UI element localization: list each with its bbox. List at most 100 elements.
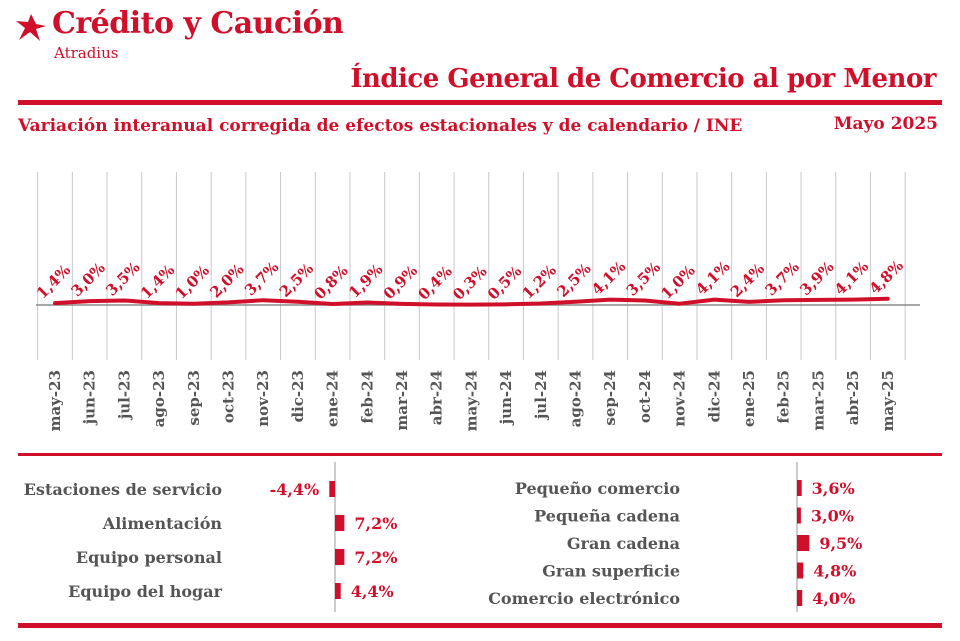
data-label: 3,0% [68,259,109,300]
data-point [851,298,855,302]
data-point [747,300,751,304]
data-point [816,298,820,302]
bar-value-label: 7,2% [354,548,397,567]
data-label: 0,8% [310,262,351,303]
x-tick-label: abr-25 [844,370,862,425]
x-tick-label: ene-25 [740,370,758,427]
data-label: 0,5% [484,262,525,303]
data-point [331,302,335,306]
data-point [504,302,508,306]
chart-subtitle: Variación interanual corregida de efecto… [18,116,743,136]
bar-value-label: 9,5% [819,534,862,553]
x-tick-label: jul-23 [115,370,133,421]
data-label: 3,5% [102,258,143,299]
data-label: 0,3% [449,262,490,303]
data-label: 2,5% [553,260,594,301]
data-label: 4,1% [588,258,629,299]
data-point [227,300,230,304]
x-tick-label: dic-23 [289,370,307,422]
x-tick-label: feb-25 [775,370,793,424]
data-label: 1,4% [137,261,178,302]
bar-value-label: 7,2% [354,514,397,533]
data-label: 3,5% [623,258,664,299]
x-tick-label: mar-24 [393,370,411,431]
data-label: 2,5% [276,260,317,301]
x-tick-label: ago-23 [150,370,168,427]
top-divider [18,100,942,105]
x-tick-label: oct-23 [220,370,238,423]
bar [335,515,345,531]
x-tick-label: abr-24 [428,370,446,425]
data-point [157,301,161,305]
data-label: 0,9% [380,262,421,303]
period-label: Mayo 2025 [833,114,938,134]
data-label: 4,1% [831,258,872,299]
data-point [539,301,543,305]
bar-category-label: Comercio electrónico [488,589,680,608]
bar [797,535,810,551]
data-point [608,298,612,302]
data-point [886,297,890,301]
data-label: 1,9% [345,260,386,301]
brand-name: Crédito y Caución [52,6,344,41]
page-title: Índice General de Comercio al por Menor [350,64,936,94]
data-label: 0,4% [415,262,456,303]
bar-category-label: Gran cadena [567,534,680,553]
bar [329,481,335,497]
data-point [469,303,473,307]
line-chart: 1,4%3,0%3,5%1,4%1,0%2,0%3,7%2,5%0,8%1,9%… [33,172,920,431]
x-tick-label: jul-24 [532,370,550,421]
data-label: 1,0% [657,262,698,303]
x-tick-label: jun-24 [497,370,515,426]
bar [335,549,345,565]
bar-category-label: Estaciones de servicio [24,480,223,499]
data-point [435,302,439,306]
data-point [53,301,57,305]
bottom-divider [18,623,942,628]
x-tick-label: sep-23 [185,370,203,426]
bar-category-label: Pequeño comercio [515,479,680,498]
bar-charts: Estaciones de servicio -4,4% Alimentación 7… [24,462,862,612]
x-tick-label: nov-24 [671,370,689,427]
data-point [643,298,647,302]
x-tick-label: ago-24 [567,370,585,427]
bar-value-label: -4,4% [270,480,320,499]
data-label: 3,9% [796,258,837,299]
data-point [782,298,786,302]
x-tick-label: dic-24 [705,370,723,422]
data-point [261,298,265,302]
bar-value-label: 4,8% [813,562,856,581]
middle-divider [18,453,942,456]
x-tick-label: ene-24 [324,370,342,427]
data-point [712,298,716,302]
data-point [88,299,92,303]
data-label: 4,8% [866,257,907,298]
bar [797,590,803,606]
bar [797,480,802,496]
data-label: 3,7% [762,258,803,299]
x-tick-label: may-23 [46,370,64,431]
x-tick-label: may-24 [462,370,480,431]
x-tick-label: jun-23 [81,370,99,426]
bar-value-label: 3,6% [812,479,855,498]
data-label: 4,1% [692,258,733,299]
x-tick-label: feb-24 [358,370,376,424]
data-label: 2,0% [206,260,247,301]
data-point [574,300,577,304]
bar-category-label: Alimentación [102,514,223,533]
bar [797,507,801,524]
data-point [400,302,404,306]
x-tick-label: may-25 [879,370,897,431]
bar-value-label: 3,0% [811,507,854,526]
x-tick-label: sep-24 [601,370,619,426]
bar-category-label: Equipo del hogar [68,582,222,601]
bar-value-label: 4,4% [351,582,394,601]
bar-category-label: Pequeña cadena [534,507,680,526]
data-point [296,300,300,304]
bar-value-label: 4,0% [812,589,855,608]
x-tick-label: oct-24 [636,370,654,423]
bar [797,562,804,579]
data-point [192,302,196,306]
data-label: 1,0% [172,262,213,303]
data-label: 3,7% [241,258,282,299]
